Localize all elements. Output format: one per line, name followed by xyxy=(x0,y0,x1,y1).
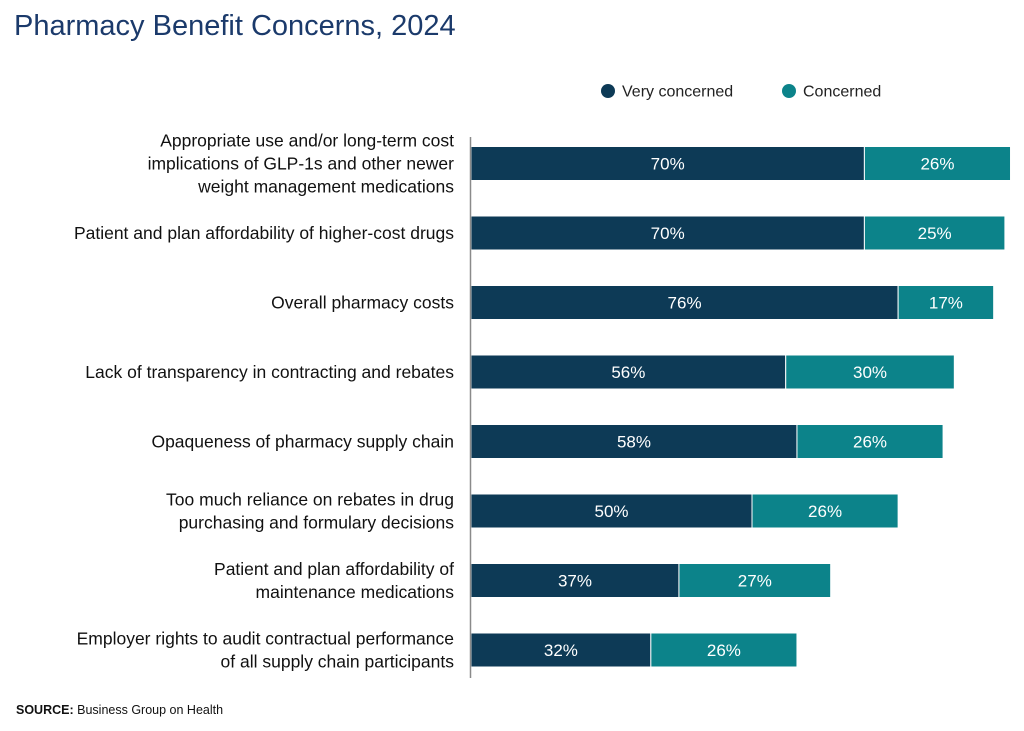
bar-concerned xyxy=(650,632,798,668)
category-label: of all supply chain participants xyxy=(221,652,455,672)
bar-concerned xyxy=(751,493,899,529)
bar-concerned xyxy=(863,146,1012,181)
source-note: SOURCE: Business Group on Health xyxy=(16,703,223,717)
bar-very-concerned xyxy=(470,493,753,529)
bar-value-label: 32% xyxy=(544,641,578,660)
bar-value-label: 70% xyxy=(651,224,685,243)
category-label: Employer rights to audit contractual per… xyxy=(77,629,454,649)
category-label: Appropriate use and/or long-term cost xyxy=(160,131,454,151)
bar-value-label: 50% xyxy=(594,502,628,521)
bar-concerned xyxy=(897,285,995,320)
legend-marker-concerned xyxy=(782,84,796,98)
bar-very-concerned xyxy=(470,563,680,598)
bar-value-label: 17% xyxy=(929,294,963,313)
category-label: Overall pharmacy costs xyxy=(271,293,454,313)
bar-value-label: 70% xyxy=(651,155,685,174)
category-label: Too much reliance on rebates in drug xyxy=(166,490,454,510)
bar-concerned xyxy=(785,354,955,390)
bar-value-label: 26% xyxy=(853,433,887,452)
bar-concerned xyxy=(678,563,832,598)
bar-value-label: 56% xyxy=(611,363,645,382)
bar-very-concerned xyxy=(470,215,865,251)
bar-very-concerned xyxy=(470,632,652,668)
legend-marker-very-concerned xyxy=(601,84,615,98)
source-text: Business Group on Health xyxy=(77,703,224,717)
bar-value-label: 27% xyxy=(738,572,772,591)
bar-very-concerned xyxy=(470,146,865,181)
chart-title: Pharmacy Benefit Concerns, 2024 xyxy=(14,10,456,42)
category-label: purchasing and formulary decisions xyxy=(179,513,455,533)
bar-value-label: 26% xyxy=(920,155,954,174)
bar-value-label: 37% xyxy=(558,572,592,591)
bar-value-label: 26% xyxy=(808,502,842,521)
category-label: Lack of transparency in contracting and … xyxy=(85,362,454,382)
bar-concerned xyxy=(796,424,944,459)
bar-value-label: 30% xyxy=(853,363,887,382)
category-label: Patient and plan affordability of higher… xyxy=(74,223,454,243)
legend-label-very-concerned: Very concerned xyxy=(622,84,733,101)
category-label: Patient and plan affordability of xyxy=(214,559,454,579)
bar-value-label: 58% xyxy=(617,433,651,452)
bar-value-label: 26% xyxy=(707,641,741,660)
bar-very-concerned xyxy=(470,285,899,320)
category-label: weight management medications xyxy=(197,177,454,197)
bar-value-label: 25% xyxy=(918,224,952,243)
legend-label-concerned: Concerned xyxy=(803,84,881,101)
source-label: SOURCE: xyxy=(16,703,74,717)
bar-value-label: 76% xyxy=(668,294,702,313)
category-label: implications of GLP-1s and other newer xyxy=(148,154,455,174)
bar-concerned xyxy=(863,215,1006,251)
category-label: Opaqueness of pharmacy supply chain xyxy=(151,432,454,452)
bar-very-concerned xyxy=(470,354,787,390)
category-label: maintenance medications xyxy=(256,582,455,602)
